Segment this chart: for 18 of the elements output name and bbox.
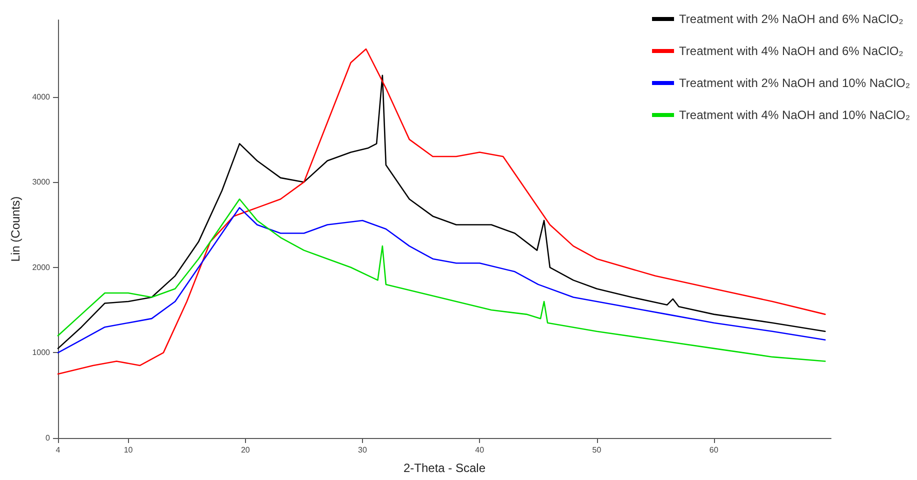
- y-tick-label: 1000: [32, 348, 51, 358]
- y-tick-label: 0: [46, 434, 51, 442]
- x-tick-label: 30: [358, 446, 368, 454]
- x-tick-label: 20: [240, 446, 250, 454]
- x-axis-title: 2-Theta - Scale: [403, 461, 486, 475]
- x-tick-label: 4: [56, 446, 61, 454]
- y-tick-label: 4000: [32, 92, 51, 102]
- x-tick-label: 40: [475, 446, 485, 454]
- x-tick-label: 10: [124, 446, 134, 454]
- y-axis-title: Lin (Counts): [8, 196, 22, 262]
- legend-label: Treatment with 2% NaOH and 10% NaClO₂: [679, 76, 910, 90]
- y-tick-label: 2000: [32, 262, 51, 272]
- x-tick-label: 50: [592, 446, 602, 454]
- y-tick-label: 3000: [32, 178, 51, 187]
- x-tick-label: 60: [709, 446, 719, 454]
- legend-label: Treatment with 4% NaOH and 6% NaClO₂: [679, 44, 904, 58]
- legend-label: Treatment with 2% NaOH and 6% NaClO₂: [679, 12, 904, 26]
- legend-label: Treatment with 4% NaOH and 10% NaClO₂: [679, 108, 910, 122]
